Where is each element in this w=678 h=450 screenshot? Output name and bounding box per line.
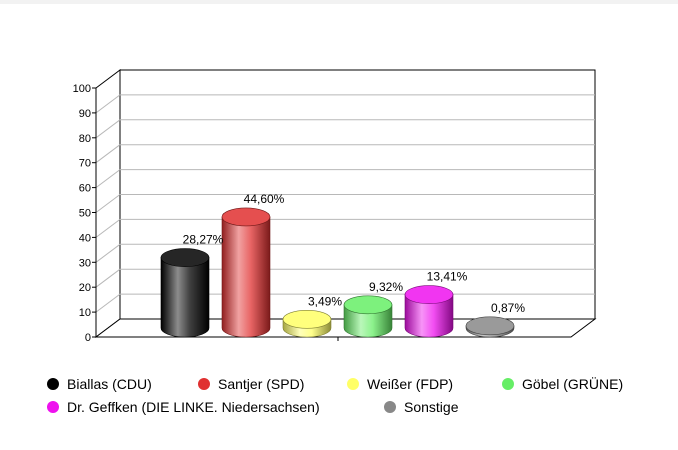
y-tick-label: 50 xyxy=(79,208,91,220)
legend-item: Santjer (SPD) xyxy=(198,376,304,392)
bar-top xyxy=(343,295,393,315)
bar-top xyxy=(221,207,271,227)
bar xyxy=(465,316,515,338)
bar-chart: 0 10 20 30 40 50 60 70 80 90 100 28,27% 44,60% 3,49%… xyxy=(73,69,597,344)
value-label: 0,87% xyxy=(491,301,525,315)
y-tick-label: 40 xyxy=(79,232,91,244)
legend-item: Sonstige xyxy=(384,399,458,415)
legend-label: Sonstige xyxy=(404,399,459,415)
legend-label: Göbel (GRÜNE) xyxy=(522,376,624,392)
gridline xyxy=(95,218,121,238)
value-label: 13,41% xyxy=(427,270,468,284)
legend-swatch xyxy=(347,378,359,390)
legend-swatch xyxy=(198,378,210,390)
bars xyxy=(160,207,515,338)
legend: Biallas (CDU) Santjer (SPD) Weißer (FDP)… xyxy=(47,376,657,422)
bar-body xyxy=(160,257,210,338)
legend-item: Weißer (FDP) xyxy=(347,376,453,392)
bar xyxy=(221,207,271,338)
bar xyxy=(160,248,210,338)
gridline xyxy=(95,169,121,189)
legend-swatch xyxy=(502,378,514,390)
gridline xyxy=(95,94,121,114)
bar xyxy=(282,310,332,338)
gridline xyxy=(95,243,121,263)
gridline xyxy=(95,293,121,313)
gridline xyxy=(95,268,121,288)
bar-body xyxy=(221,216,271,338)
y-tick-label: 0 xyxy=(85,332,91,344)
bar-body xyxy=(404,294,454,338)
y-axis: 0 10 20 30 40 50 60 70 80 90 100 xyxy=(73,83,339,344)
legend-item: Dr. Geffken (DIE LINKE. Niedersachsen) xyxy=(47,399,320,415)
y-tick-label: 60 xyxy=(79,183,91,195)
value-labels: 28,27% 44,60% 3,49% 9,32% 13,41% 0,87% xyxy=(183,192,526,315)
gridline xyxy=(95,119,121,139)
value-label: 28,27% xyxy=(183,233,224,247)
bar-top xyxy=(465,316,515,336)
gridline xyxy=(95,144,121,164)
value-label: 9,32% xyxy=(369,280,403,294)
y-tick-label: 80 xyxy=(79,133,91,145)
legend-label: Santjer (SPD) xyxy=(218,376,305,392)
bar xyxy=(343,295,393,338)
legend-item: Göbel (GRÜNE) xyxy=(502,376,623,392)
value-label: 44,60% xyxy=(244,192,285,206)
legend-item: Biallas (CDU) xyxy=(47,376,152,392)
legend-label: Biallas (CDU) xyxy=(67,376,152,392)
gridline xyxy=(95,194,121,213)
y-tick-label: 10 xyxy=(79,307,91,319)
bar-top xyxy=(282,310,332,329)
bar-top xyxy=(404,285,454,304)
bar xyxy=(404,285,454,338)
y-tick-label: 100 xyxy=(73,83,91,95)
y-tick-label: 90 xyxy=(79,108,91,120)
legend-swatch xyxy=(384,401,396,413)
value-label: 3,49% xyxy=(308,294,342,308)
bar-top xyxy=(160,248,210,267)
legend-swatch xyxy=(47,378,59,390)
legend-swatch xyxy=(47,401,59,413)
y-tick-label: 70 xyxy=(79,158,91,170)
top-bar xyxy=(0,0,678,4)
legend-label: Weißer (FDP) xyxy=(367,376,454,392)
y-tick-label: 30 xyxy=(79,257,91,269)
legend-label: Dr. Geffken (DIE LINKE. Niedersachsen) xyxy=(67,399,320,415)
y-tick-label: 20 xyxy=(79,282,91,294)
